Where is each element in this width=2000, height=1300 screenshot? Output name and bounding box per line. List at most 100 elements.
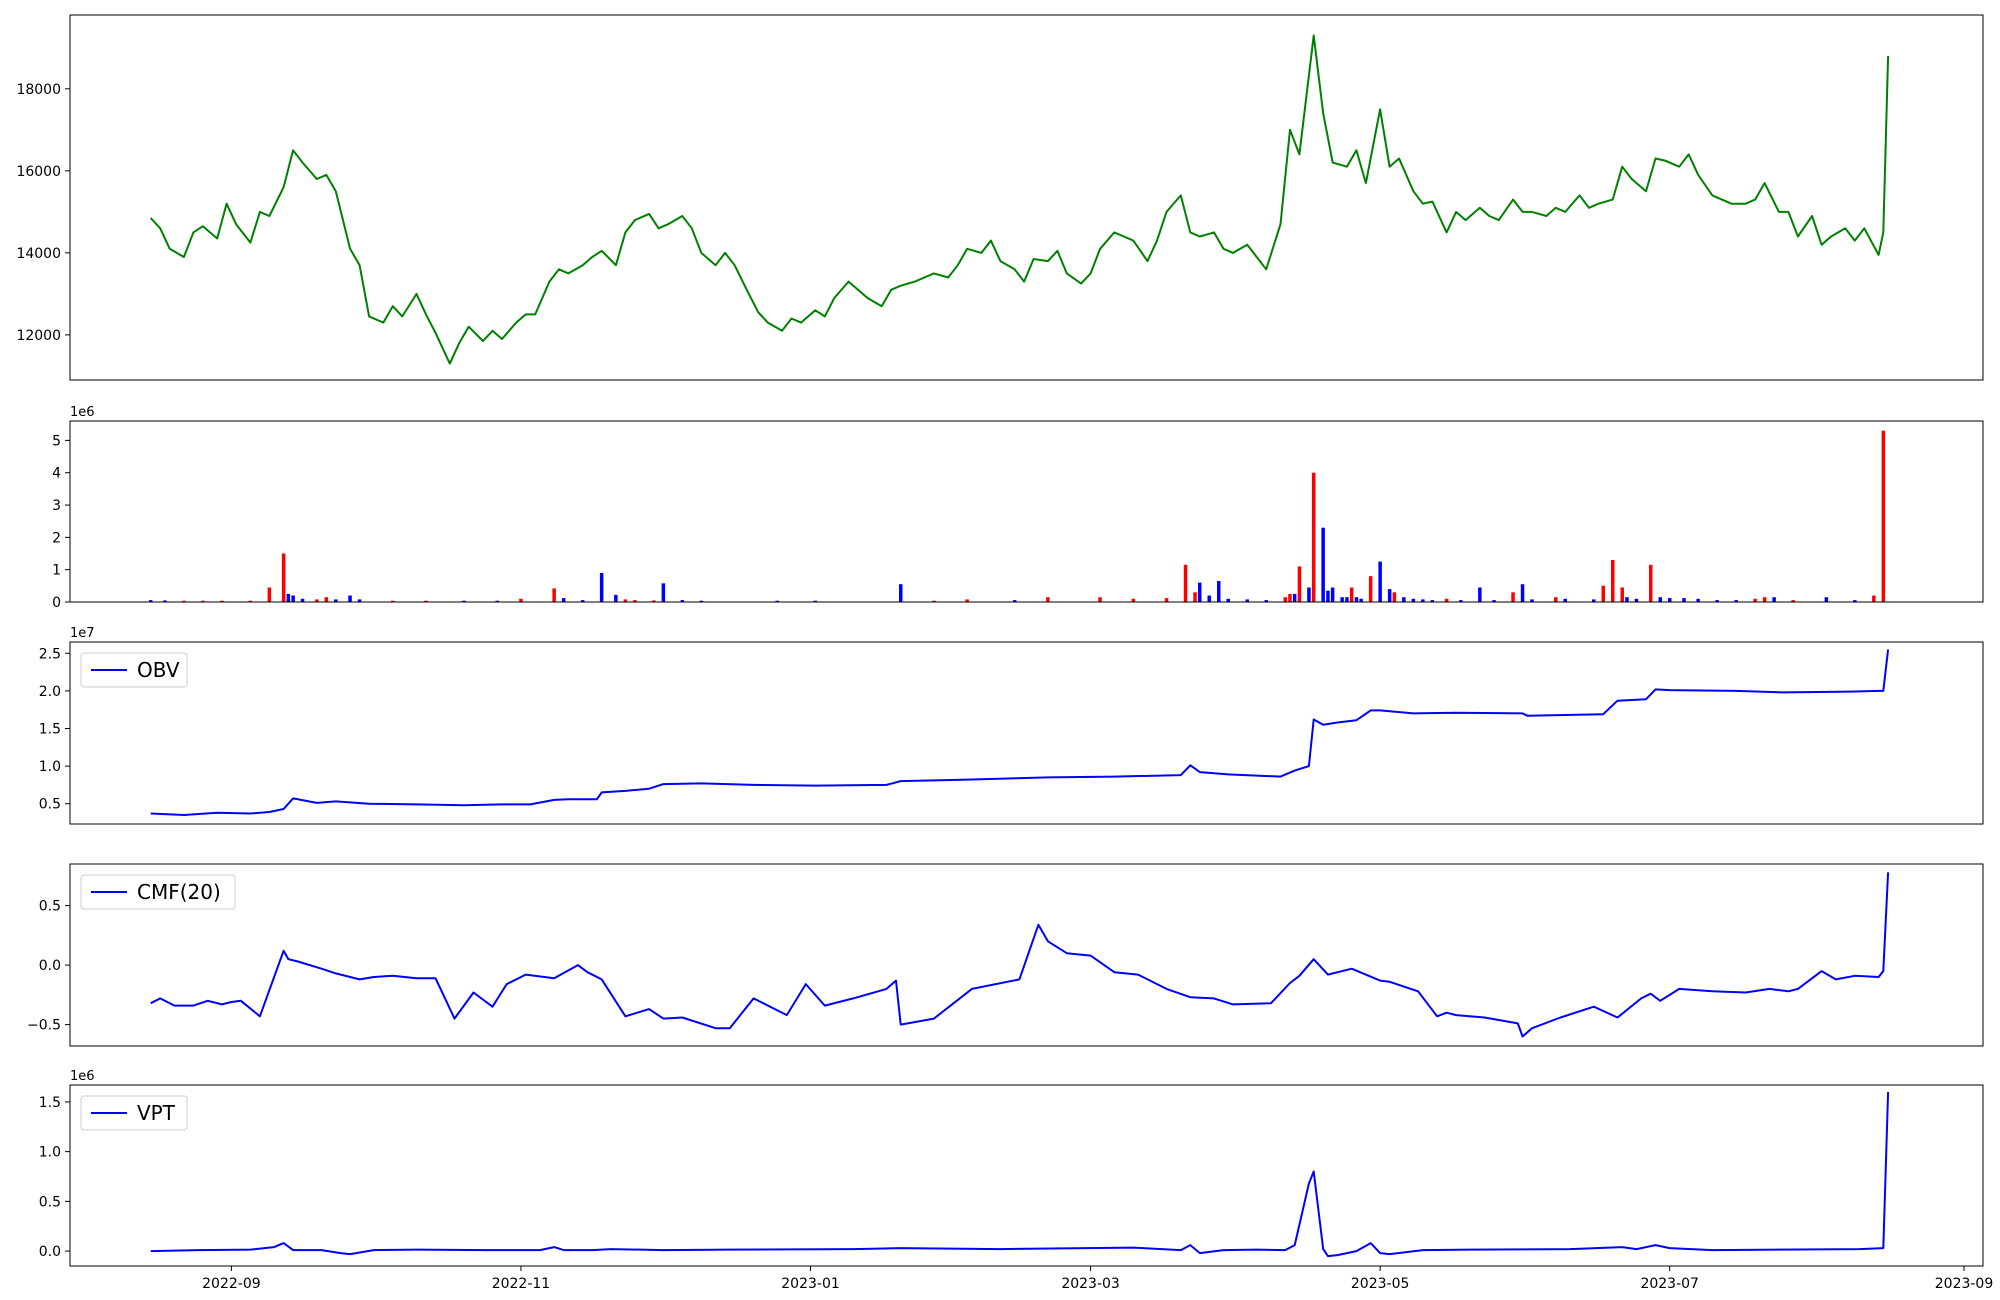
volume-bar bbox=[1321, 527, 1325, 602]
volume-bar bbox=[652, 600, 656, 602]
volume-bar bbox=[1649, 564, 1653, 602]
obv-panel: 0.5 1.0 1.5 2.0 2.5 1e7 OBV bbox=[39, 626, 1984, 825]
volume-bar bbox=[291, 595, 295, 602]
volume-bar bbox=[1207, 595, 1211, 602]
volume-y-axis: 0 1 2 3 4 5 bbox=[52, 433, 70, 611]
x-tick-label: 2023-05 bbox=[1351, 1276, 1410, 1292]
volume-bar bbox=[248, 600, 253, 602]
price-y-axis: 12000 14000 16000 18000 bbox=[16, 82, 70, 344]
obv-series-line bbox=[150, 649, 1890, 816]
volume-bar bbox=[561, 598, 566, 602]
volume-bar bbox=[1264, 600, 1268, 602]
volume-bar bbox=[1217, 581, 1221, 602]
volume-bar bbox=[1554, 597, 1558, 602]
x-tick-label: 2022-09 bbox=[202, 1276, 261, 1292]
volume-bar bbox=[1668, 598, 1672, 602]
volume-bar bbox=[1012, 600, 1017, 602]
volume-bar bbox=[1634, 598, 1639, 602]
price-series-line bbox=[149, 34, 1890, 365]
obv-y-tick-label: 2.5 bbox=[39, 646, 61, 662]
volume-bar bbox=[1292, 593, 1297, 602]
volume-bar bbox=[1682, 598, 1686, 602]
volume-y-tick-label: 5 bbox=[52, 433, 61, 449]
volume-bar bbox=[1872, 595, 1876, 602]
volume-bar bbox=[315, 599, 319, 602]
cmf-y-tick-label: 0.0 bbox=[39, 958, 61, 974]
vpt-plot-layer bbox=[150, 1091, 1890, 1258]
volume-bar bbox=[899, 584, 903, 602]
x-tick-label: 2023-03 bbox=[1061, 1276, 1120, 1292]
volume-bar bbox=[182, 600, 186, 602]
volume-bar bbox=[1288, 593, 1292, 602]
volume-bar bbox=[348, 595, 352, 602]
volume-bar bbox=[599, 572, 604, 602]
volume-bar bbox=[148, 600, 153, 602]
volume-bar bbox=[1520, 584, 1525, 602]
volume-bar bbox=[201, 600, 205, 602]
cmf-plot-layer bbox=[150, 872, 1890, 1038]
price-y-tick-label: 16000 bbox=[16, 164, 61, 180]
volume-bar bbox=[1193, 592, 1197, 602]
cmf-panel: −0.5 0.0 0.5 CMF(20) bbox=[27, 863, 1984, 1047]
volume-bar bbox=[661, 583, 666, 602]
x-tick-label: 2022-11 bbox=[492, 1276, 551, 1292]
volume-bar bbox=[1387, 589, 1392, 602]
vpt-y-tick-label: 0.0 bbox=[39, 1244, 61, 1260]
volume-bar bbox=[267, 587, 272, 602]
volume-bar bbox=[1183, 564, 1188, 602]
volume-bar bbox=[1245, 599, 1249, 602]
volume-bar bbox=[614, 594, 618, 602]
volume-bar bbox=[1345, 597, 1349, 602]
vpt-series-line bbox=[150, 1091, 1890, 1258]
cmf-y-axis: −0.5 0.0 0.5 bbox=[27, 899, 70, 1034]
obv-y-tick-label: 1.0 bbox=[39, 759, 61, 775]
cmf-y-tick-label: 0.5 bbox=[39, 899, 61, 915]
volume-bar bbox=[1368, 576, 1373, 602]
volume-bar bbox=[300, 598, 305, 602]
volume-bar bbox=[1311, 472, 1316, 602]
volume-plot-layer bbox=[148, 430, 1886, 602]
price-y-tick-label: 14000 bbox=[16, 246, 61, 262]
volume-bar bbox=[1611, 560, 1615, 602]
volume-bar bbox=[1563, 598, 1567, 602]
volume-bar bbox=[1734, 600, 1738, 602]
cmf-axes-frame bbox=[69, 863, 1984, 1047]
obv-legend-box bbox=[80, 652, 188, 688]
obv-y-tick-label: 0.5 bbox=[39, 797, 61, 813]
volume-bar bbox=[1297, 566, 1302, 602]
vpt-panel: 0.0 0.5 1.0 1.5 1e6 VPT bbox=[39, 1069, 1984, 1267]
shared-x-axis: 2022-09 2022-11 2023-01 2023-03 2023-05 2023-… bbox=[202, 1266, 1993, 1292]
vpt-legend-box bbox=[80, 1095, 188, 1131]
cmf-y-tick-label: −0.5 bbox=[27, 1018, 61, 1034]
volume-bar bbox=[281, 553, 286, 602]
volume-bar bbox=[1046, 597, 1050, 602]
volume-bar bbox=[1715, 600, 1719, 602]
vpt-y-axis: 0.0 0.5 1.0 1.5 bbox=[39, 1095, 70, 1260]
obv-legend-label: OBV bbox=[137, 658, 180, 682]
obv-axes-frame bbox=[69, 641, 1984, 825]
volume-bar bbox=[391, 600, 395, 602]
volume-bar bbox=[1402, 597, 1406, 602]
volume-bar bbox=[775, 600, 779, 602]
volume-bar bbox=[552, 588, 556, 602]
volume-bar bbox=[1592, 599, 1596, 602]
x-tick-label: 2023-07 bbox=[1640, 1276, 1699, 1292]
volume-bar bbox=[813, 600, 817, 602]
volume-bar bbox=[1164, 598, 1169, 602]
volume-bar bbox=[633, 600, 637, 602]
cmf-series-line bbox=[150, 872, 1890, 1038]
price-y-tick-label: 18000 bbox=[16, 82, 61, 98]
volume-bar bbox=[424, 600, 428, 602]
volume-bar bbox=[1198, 582, 1202, 602]
vpt-y-tick-label: 0.5 bbox=[39, 1194, 61, 1210]
obv-y-tick-label: 1.5 bbox=[39, 721, 61, 737]
cmf-legend: CMF(20) bbox=[80, 874, 236, 910]
obv-plot-layer bbox=[150, 649, 1890, 816]
volume-bar bbox=[1340, 597, 1344, 602]
volume-bar bbox=[495, 600, 499, 602]
volume-bar bbox=[462, 600, 466, 602]
volume-y-tick-label: 3 bbox=[52, 498, 61, 514]
volume-bar bbox=[357, 599, 362, 602]
